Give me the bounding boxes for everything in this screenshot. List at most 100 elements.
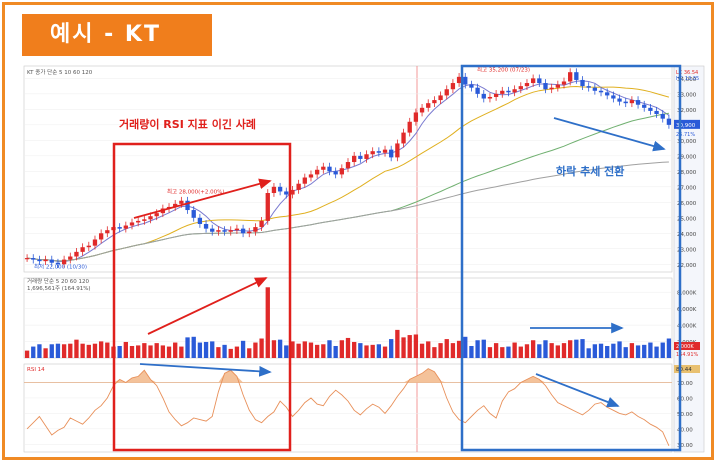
volume-pct-label: 164.91% bbox=[676, 352, 698, 358]
candle-body bbox=[327, 166, 332, 172]
volume-bar bbox=[438, 343, 443, 358]
candle-body bbox=[666, 118, 672, 125]
volume-bar bbox=[648, 342, 653, 358]
candle-body bbox=[234, 228, 240, 231]
candle-body bbox=[426, 103, 431, 108]
candle-body bbox=[382, 149, 388, 153]
volume-bar bbox=[284, 345, 289, 358]
candle-body bbox=[117, 227, 122, 229]
volume-bar bbox=[98, 341, 104, 358]
price-tick-label: 28,000 bbox=[677, 170, 697, 176]
candle-body bbox=[463, 76, 468, 85]
volume-bar bbox=[197, 342, 203, 358]
volume-bar bbox=[296, 343, 301, 358]
volume-bar bbox=[37, 344, 42, 358]
red-arrow-volume bbox=[147, 277, 268, 335]
candle-body bbox=[191, 210, 196, 218]
volume-bar bbox=[617, 341, 622, 358]
volume-bar bbox=[549, 343, 554, 358]
volume-bar bbox=[222, 344, 227, 358]
candle-body bbox=[580, 79, 585, 87]
volume-tag-label: 2,000K bbox=[676, 344, 694, 350]
candle-body bbox=[574, 72, 579, 80]
volume-bar bbox=[314, 344, 320, 358]
volume-bar bbox=[185, 337, 190, 358]
candle-body bbox=[123, 225, 128, 229]
candle-body bbox=[438, 95, 443, 101]
volume-bar bbox=[43, 348, 48, 358]
volume-bar bbox=[376, 344, 382, 358]
candle-body bbox=[512, 89, 517, 93]
rsi-line bbox=[26, 368, 670, 446]
candle-body bbox=[136, 220, 141, 223]
candle-body bbox=[271, 186, 277, 194]
volume-bar bbox=[444, 339, 449, 358]
candle-body bbox=[605, 92, 610, 96]
candle-body bbox=[419, 107, 425, 113]
candle-body bbox=[592, 87, 598, 91]
candle-body bbox=[481, 93, 486, 99]
volume-bar bbox=[129, 345, 135, 358]
volume-bar bbox=[561, 343, 567, 358]
candle-body bbox=[555, 84, 560, 88]
candle-body bbox=[203, 223, 209, 229]
volume-bar bbox=[568, 340, 573, 358]
volume-bar bbox=[506, 346, 511, 358]
price-tick-label: 34,000 bbox=[677, 77, 697, 83]
candle-body bbox=[290, 189, 295, 195]
candle-body bbox=[173, 203, 178, 207]
volume-bar bbox=[271, 340, 277, 358]
volume-bar bbox=[358, 343, 363, 358]
volume-bar bbox=[148, 345, 153, 358]
candle-body bbox=[413, 112, 419, 122]
low-price-label: 최저 22,000 (10/30) bbox=[34, 262, 87, 270]
ma120-line bbox=[27, 161, 669, 262]
volume-bar bbox=[629, 343, 635, 358]
candle-body bbox=[475, 87, 480, 94]
volume-bar bbox=[654, 346, 659, 358]
outer-frame bbox=[2, 2, 714, 460]
volume-bar bbox=[166, 346, 172, 358]
candle-body bbox=[80, 247, 85, 252]
volume-bar bbox=[234, 346, 240, 358]
price-tick-label: 22,000 bbox=[677, 263, 697, 269]
candle-body bbox=[389, 149, 394, 158]
candle-body bbox=[444, 89, 449, 96]
price-legend: KT 종가 단순 5 10 60 120 bbox=[27, 68, 93, 76]
volume-bar bbox=[49, 344, 54, 358]
price-tick-label: 29,000 bbox=[677, 154, 697, 160]
candle-body bbox=[55, 262, 61, 265]
candle-body bbox=[259, 220, 264, 228]
volume-bar bbox=[586, 348, 591, 358]
blue-highlight-box bbox=[460, 64, 682, 452]
rsi-tick-label: 50.00 bbox=[677, 412, 693, 418]
candle-body bbox=[49, 259, 54, 263]
volume-bar bbox=[173, 342, 178, 358]
candle-body bbox=[635, 100, 641, 105]
candle-body bbox=[240, 228, 246, 234]
candle-body bbox=[358, 155, 363, 159]
price-tick-label: 26,000 bbox=[677, 201, 697, 207]
candle-body bbox=[518, 86, 523, 90]
volume-bar bbox=[265, 287, 270, 358]
candle-body bbox=[450, 83, 456, 90]
candle-body bbox=[395, 143, 400, 158]
candle-body bbox=[43, 259, 48, 262]
candle-body bbox=[623, 101, 628, 104]
candle-body bbox=[561, 81, 567, 85]
candle-body bbox=[598, 90, 604, 93]
price-tick-label: 32,000 bbox=[677, 108, 697, 114]
volume-bar bbox=[481, 339, 486, 358]
candle-body bbox=[524, 83, 530, 87]
current-price-label: 30,900 bbox=[676, 123, 696, 129]
candle-body bbox=[308, 174, 314, 178]
candle-body bbox=[74, 251, 79, 257]
candle-body bbox=[98, 233, 104, 240]
volume-bar bbox=[555, 345, 560, 358]
candle-body bbox=[487, 96, 493, 99]
candle-body bbox=[216, 230, 221, 232]
volume-bar bbox=[518, 346, 523, 358]
volume-tick-label: 6,000K bbox=[677, 307, 697, 313]
volume-bar bbox=[543, 340, 548, 358]
volume-bar bbox=[580, 339, 585, 358]
